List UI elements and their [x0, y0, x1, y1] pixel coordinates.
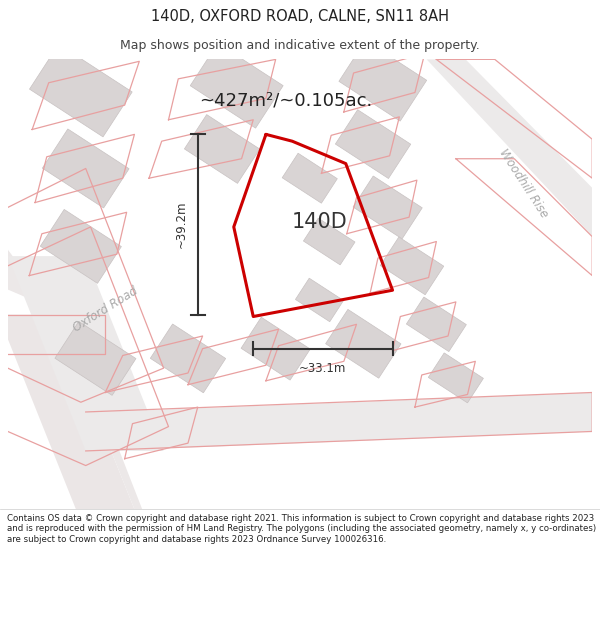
Polygon shape	[184, 114, 260, 183]
Polygon shape	[295, 278, 344, 322]
Text: 140D: 140D	[292, 212, 347, 232]
Polygon shape	[105, 392, 592, 451]
Polygon shape	[304, 218, 355, 265]
Text: Oxford Road: Oxford Road	[70, 284, 140, 335]
Text: 140D, OXFORD ROAD, CALNE, SN11 8AH: 140D, OXFORD ROAD, CALNE, SN11 8AH	[151, 9, 449, 24]
Polygon shape	[339, 41, 427, 121]
Text: ~33.1m: ~33.1m	[299, 362, 347, 375]
Polygon shape	[190, 43, 283, 128]
Polygon shape	[0, 314, 134, 509]
Text: Contains OS data © Crown copyright and database right 2021. This information is : Contains OS data © Crown copyright and d…	[7, 514, 596, 544]
Polygon shape	[40, 209, 121, 283]
Polygon shape	[8, 256, 164, 451]
Polygon shape	[427, 59, 600, 246]
Polygon shape	[150, 324, 226, 392]
Text: ~39.2m: ~39.2m	[175, 201, 188, 248]
Polygon shape	[241, 318, 310, 380]
Polygon shape	[326, 309, 401, 378]
Polygon shape	[43, 129, 129, 208]
Polygon shape	[29, 44, 132, 137]
Polygon shape	[0, 237, 203, 514]
Polygon shape	[55, 321, 136, 396]
Polygon shape	[380, 237, 444, 295]
Text: ~427m²/~0.105ac.: ~427m²/~0.105ac.	[199, 91, 372, 109]
Text: Map shows position and indicative extent of the property.: Map shows position and indicative extent…	[120, 39, 480, 52]
Polygon shape	[282, 153, 337, 203]
Polygon shape	[428, 353, 484, 403]
Text: Woodhill Rise: Woodhill Rise	[497, 146, 551, 220]
Polygon shape	[406, 297, 466, 352]
Polygon shape	[335, 110, 411, 179]
Polygon shape	[353, 176, 422, 239]
